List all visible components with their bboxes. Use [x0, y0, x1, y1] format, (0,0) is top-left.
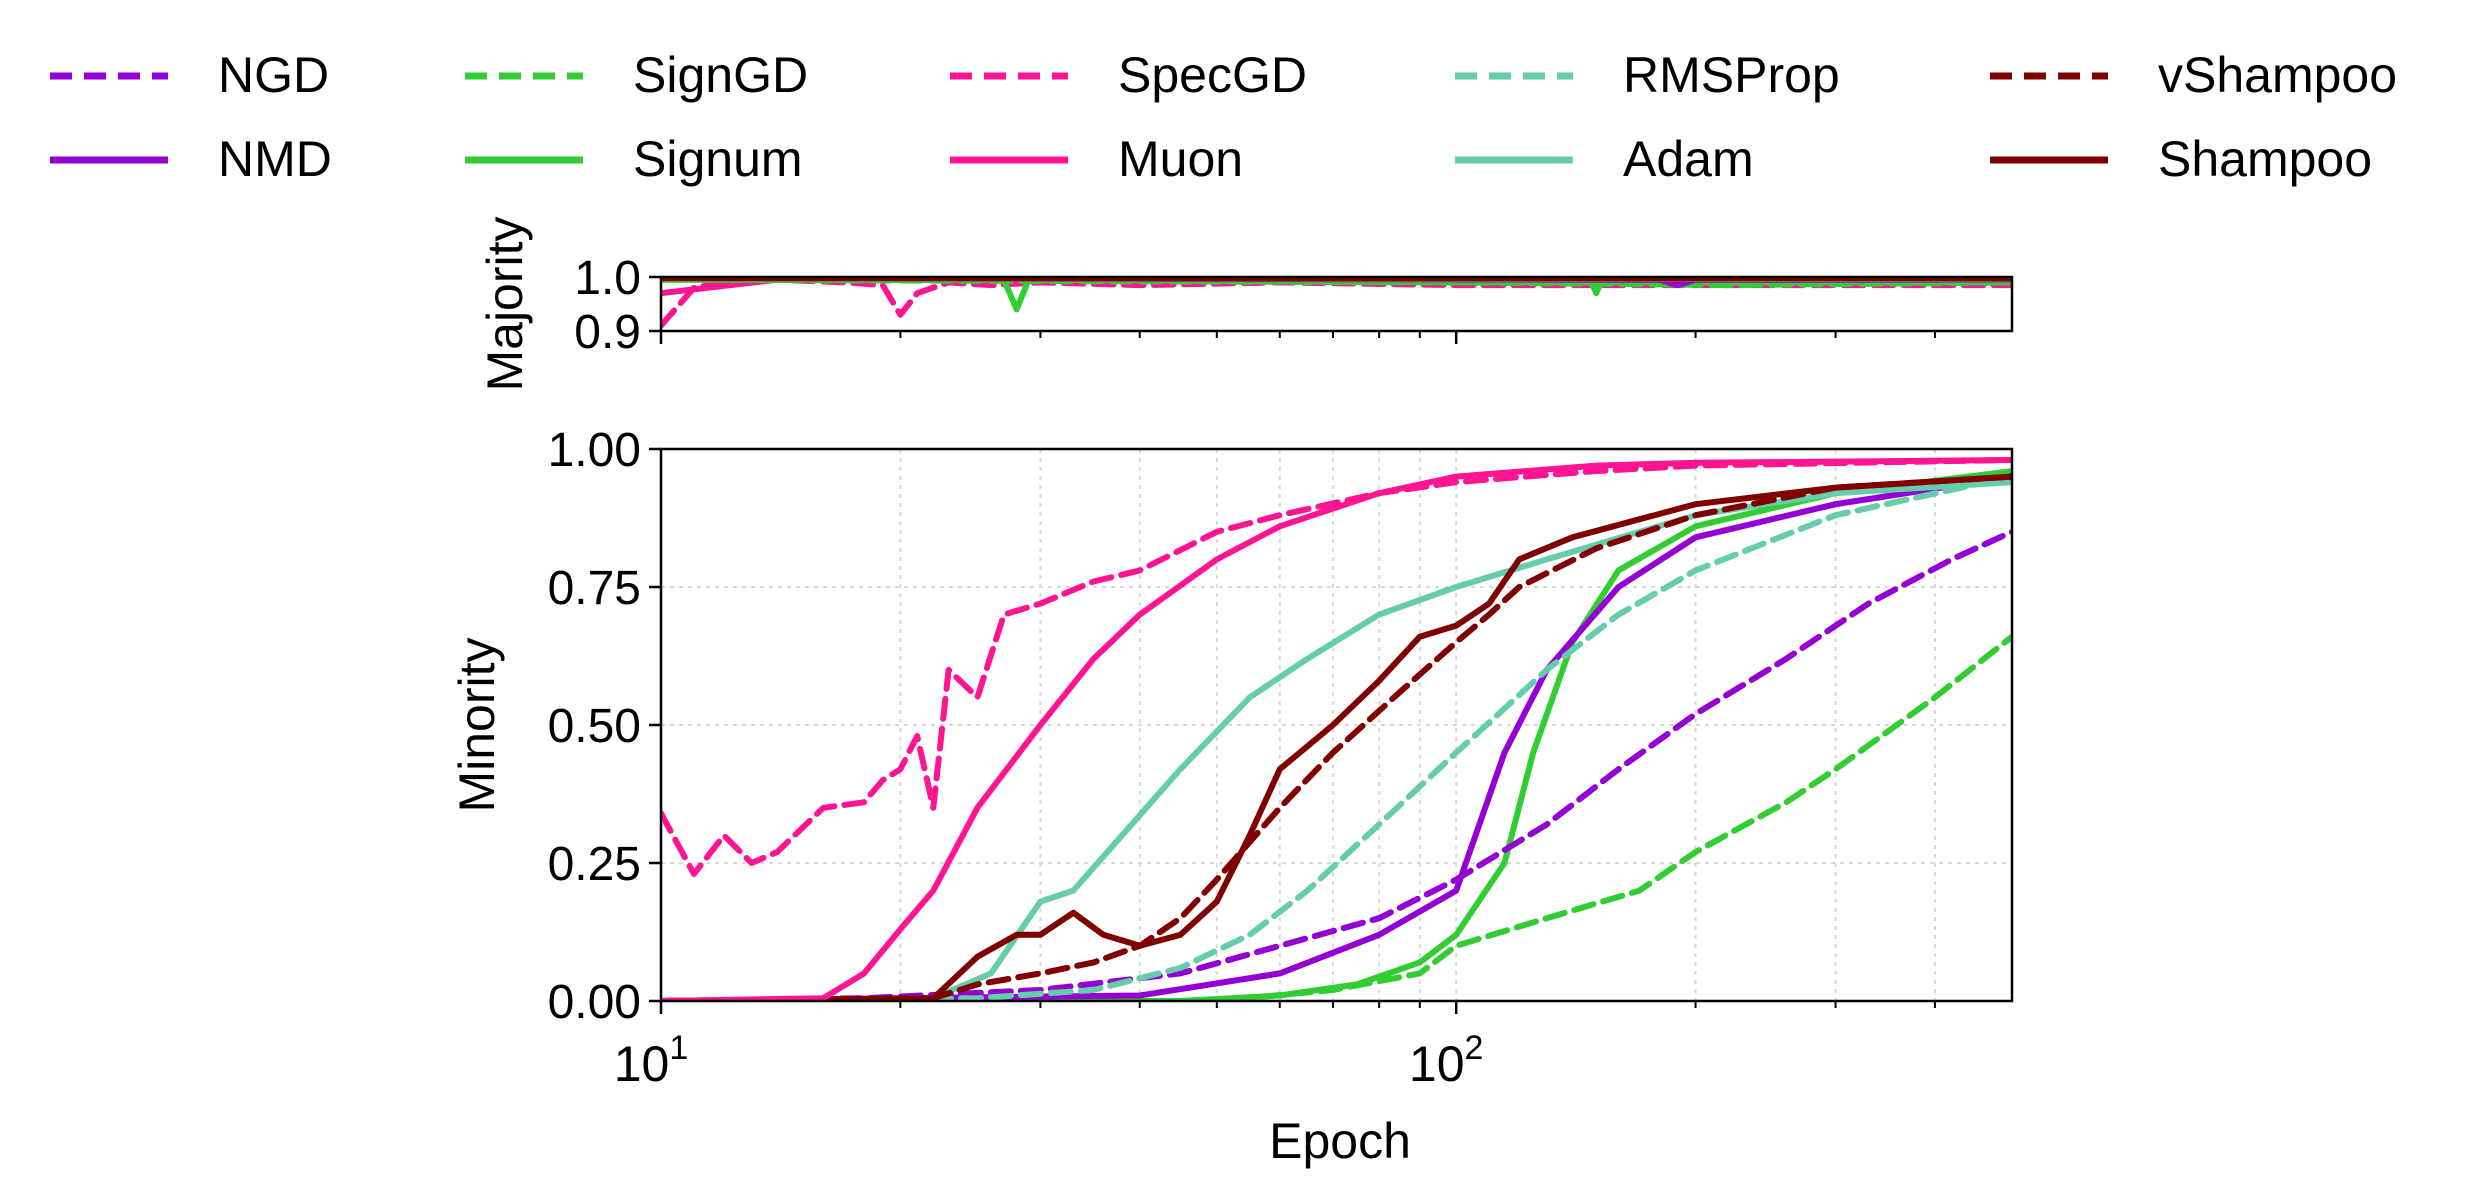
- minority-series-shampoo: [661, 473, 2012, 1001]
- minority-y-tick-label: 0.00: [548, 976, 641, 1029]
- minority-series-rmsprop: [661, 473, 2012, 1001]
- x-tick-label: 102: [1409, 1029, 1484, 1092]
- legend-label-signgd: SignGD: [633, 47, 808, 103]
- minority-series: [661, 457, 2012, 1001]
- minority-y-tick-label: 1.00: [548, 424, 641, 477]
- minority-series-signgd: [661, 633, 2012, 1001]
- minority-series-specgd: [661, 457, 2012, 877]
- minority-series-nmd: [661, 473, 2012, 1001]
- majority-y-tick-label: 0.9: [574, 306, 641, 359]
- x-axis-label: Epoch: [1269, 1113, 1411, 1169]
- legend-label-vshampoo: vShampoo: [2158, 47, 2397, 103]
- legend-label-specgd: SpecGD: [1118, 47, 1307, 103]
- majority-series: [661, 277, 2012, 329]
- legend-label-muon: Muon: [1118, 131, 1243, 187]
- majority-y-axis-label: Majority: [477, 216, 533, 391]
- minority-y-tick-label: 0.75: [548, 562, 641, 615]
- majority-panel: 0.91.0 Majority: [477, 216, 2014, 392]
- minority-series-vshampoo: [661, 473, 2012, 1001]
- minority-y-tick-label: 0.50: [548, 700, 641, 753]
- legend-label-shampoo: Shampoo: [2158, 131, 2372, 187]
- legend-label-rmsprop: RMSProp: [1623, 47, 1840, 103]
- legend-label-nmd: NMD: [218, 131, 332, 187]
- majority-axes-frame: [659, 275, 2014, 333]
- minority-panel: 0.00 0.25 0.50 0.75 1.00 Minority 101 102: [449, 424, 2014, 1092]
- x-tick-label: 101: [614, 1029, 689, 1092]
- minority-series-signum: [661, 468, 2012, 1001]
- minority-series-ngd: [661, 528, 2012, 1001]
- legend: NGD SignGD SpecGD RMSProp vShampoo NMD Signum M…: [50, 47, 2397, 187]
- minority-series-muon: [661, 457, 2012, 1001]
- minority-y-tick-label: 0.25: [548, 838, 641, 891]
- legend-label-ngd: NGD: [218, 47, 329, 103]
- minority-y-axis-label: Minority: [449, 637, 505, 812]
- legend-label-signum: Signum: [633, 131, 803, 187]
- legend-label-adam: Adam: [1623, 131, 1754, 187]
- majority-y-tick-label: 1.0: [574, 252, 641, 305]
- minority-series-adam: [661, 479, 2012, 1001]
